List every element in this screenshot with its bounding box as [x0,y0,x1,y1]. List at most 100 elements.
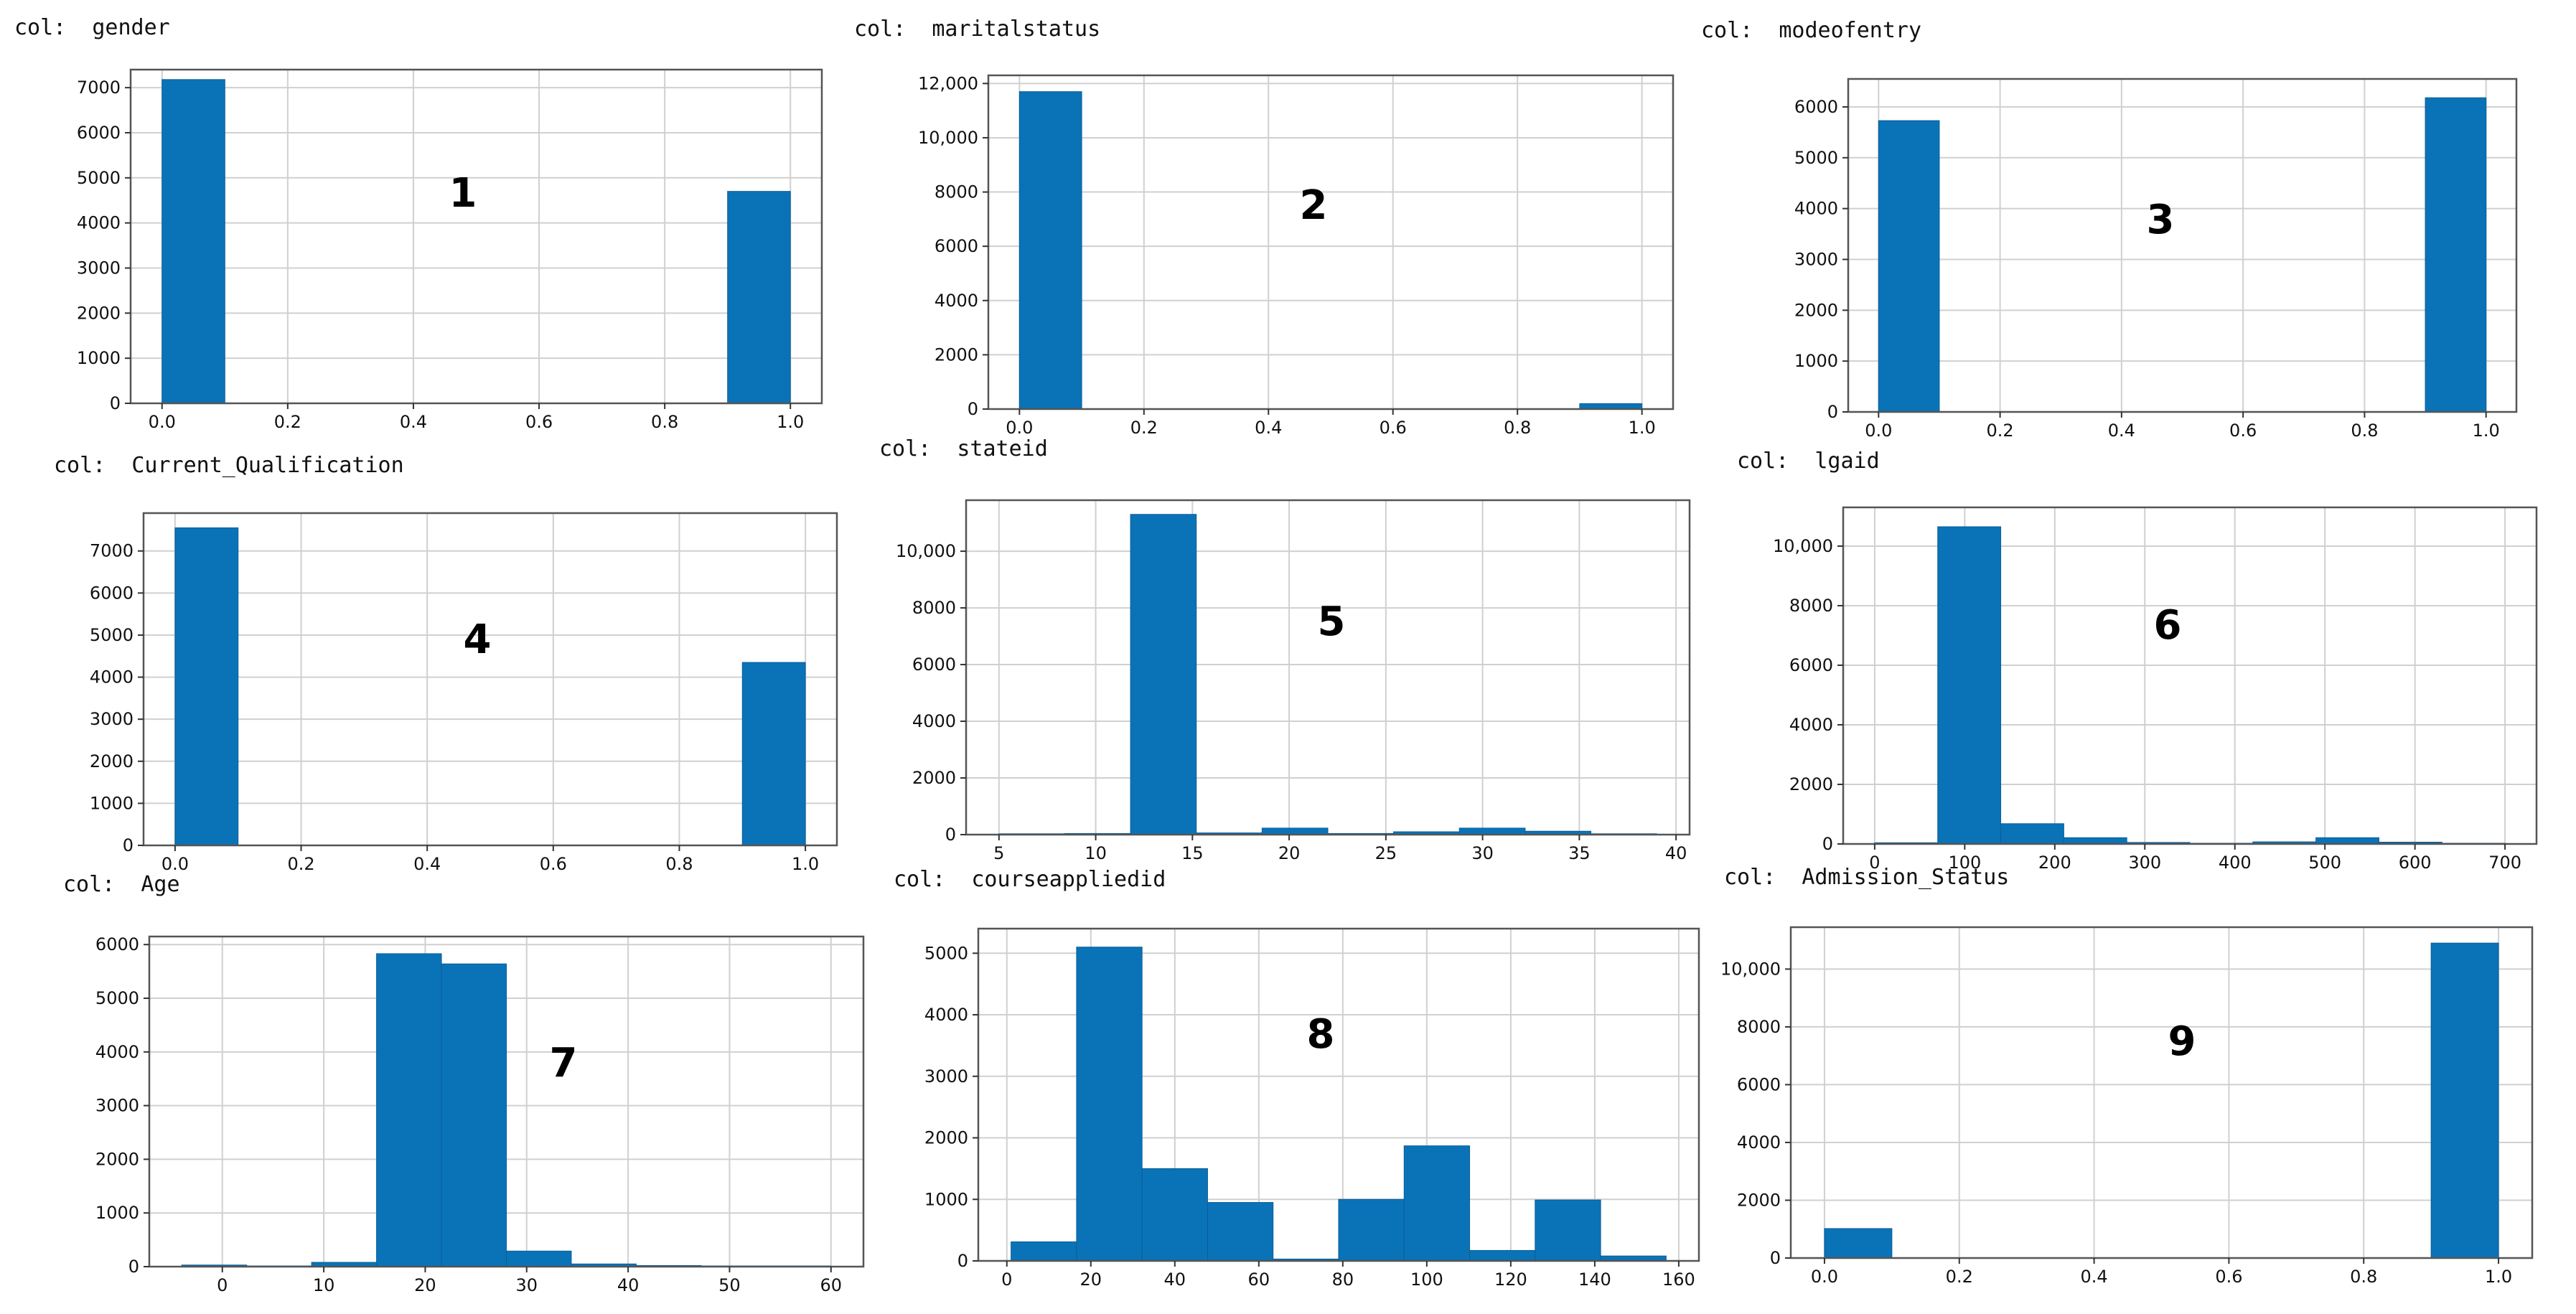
x-tick-label: 10 [313,1275,335,1295]
histogram-bar [1076,947,1143,1262]
plot-area [131,70,822,403]
panel-number: 1 [449,170,477,217]
x-tick-label: 100 [1948,853,1981,873]
y-tick-label: 0 [968,399,978,419]
x-tick-label: 0.6 [540,854,567,874]
x-tick-label: 600 [2399,853,2432,873]
x-tick-label: 160 [1662,1270,1695,1290]
x-tick-label: 60 [820,1275,842,1295]
histogram-bar [1207,1202,1274,1262]
chart-title: col: lgaid [1737,449,1880,474]
panel-number: 2 [1300,182,1328,229]
x-tick-label: 40 [617,1275,640,1295]
x-tick-label: 0.2 [287,854,314,874]
x-tick-label: 0.8 [1504,418,1531,438]
y-tick-label: 0 [123,835,134,855]
x-tick-label: 0.0 [1865,421,1892,441]
y-tick-label: 4000 [77,213,121,233]
histogram-bar [1261,827,1329,835]
x-tick-label: 0.2 [1130,418,1158,438]
y-tick-label: 0 [110,393,121,413]
x-tick-label: 0.8 [2350,1267,2377,1287]
y-tick-label: 5000 [90,625,134,645]
x-tick-label: 400 [2219,853,2252,873]
panel-number: 6 [2154,602,2182,649]
y-tick-label: 1000 [95,1203,139,1223]
y-tick-label: 12,000 [918,73,978,93]
y-tick-label: 7000 [90,541,134,561]
plot-frame [1842,506,2538,845]
y-tick-label: 2000 [912,768,956,788]
plot-frame [1847,78,2518,413]
x-tick-label: 20 [414,1275,436,1295]
y-tick-label: 8000 [912,598,956,618]
x-tick-label: 50 [718,1275,741,1295]
x-tick-label: 1.0 [2485,1267,2512,1287]
y-tick-label: 2000 [1789,774,1833,794]
y-tick-label: 0 [1822,834,1833,854]
x-tick-label: 1.0 [777,412,804,432]
y-tick-label: 3000 [77,258,121,278]
y-tick-label: 3000 [924,1066,968,1087]
chart-modeofentry: 0.0 0.2 0.4 0.6 0.8 1.0 0 1000 2000 3000 4000 5000 6… [1701,18,2518,441]
plot-frame [129,68,823,405]
y-tick-label: 1000 [1794,351,1838,371]
histogram-bar [441,963,507,1267]
y-tick-label: 6000 [1794,97,1838,117]
panel-number: 9 [2168,1018,2196,1065]
x-tick-label: 0.4 [2108,421,2135,441]
y-tick-label: 6000 [1789,655,1833,675]
chart-title: col: Admission_Status [1724,865,2009,890]
chart-lgaid: 0 100 200 300 400 500 600 700 0 2000 4000 6000 8000 1… [1737,449,2538,873]
y-tick-label: 1000 [924,1189,968,1209]
x-tick-label: 0.8 [665,854,693,874]
plot-area [1791,927,2532,1258]
y-tick-label: 4000 [935,291,978,311]
y-tick-label: 0 [957,1251,968,1271]
x-tick-label: 1.0 [2473,421,2500,441]
x-tick-label: 0 [217,1275,228,1295]
chart-admission-status: 0.0 0.2 0.4 0.6 0.8 1.0 0 2000 4000 6000 8000 10,00… [1720,865,2534,1287]
panel-number: 5 [1318,599,1346,645]
x-tick-label: 300 [2128,853,2161,873]
y-tick-label: 0 [128,1257,139,1277]
x-tick-label: 60 [1248,1270,1270,1290]
x-tick-label: 0.0 [1811,1267,1838,1287]
chart-courseappliedid: 0 20 40 60 80 100 120 140 160 0 1000 2000 3000 4000 50… [894,867,1700,1290]
y-tick-label: 0 [1770,1248,1781,1268]
histogram-bar [1403,1145,1471,1262]
x-tick-label: 30 [1471,843,1494,863]
x-tick-label: 0.6 [2229,421,2257,441]
y-tick-label: 5000 [924,943,968,963]
plot-area [144,513,837,845]
x-tick-label: 0.0 [161,854,189,874]
y-tick-label: 2000 [1794,300,1838,320]
x-tick-label: 700 [2488,853,2521,873]
y-tick-label: 2000 [95,1149,139,1169]
x-tick-label: 120 [1494,1270,1527,1290]
x-tick-label: 0.4 [400,412,427,432]
y-tick-label: 4000 [912,711,956,731]
y-tick-label: 1000 [90,793,134,813]
y-tick-label: 2000 [90,751,134,771]
histogram-bar [2425,97,2487,413]
y-tick-label: 0 [945,825,956,845]
plot-frame [1789,926,2534,1259]
x-tick-label: 0.2 [1987,421,2014,441]
histogram-bar [174,527,239,846]
x-tick-label: 0.2 [1946,1267,1973,1287]
x-tick-label: 0.6 [1380,418,1407,438]
x-tick-label: 0.4 [2081,1267,2108,1287]
histogram-bar [1130,514,1197,835]
y-tick-label: 8000 [1737,1017,1781,1037]
x-tick-label: 0.4 [413,854,441,874]
x-tick-label: 20 [1080,1270,1102,1290]
y-tick-label: 4000 [90,667,134,687]
plot-frame [987,74,1675,410]
y-tick-label: 3000 [95,1096,139,1116]
chart-title: col: Current_Qualification [54,453,404,478]
plot-area [988,75,1673,409]
x-tick-label: 15 [1181,843,1204,863]
y-tick-label: 4000 [1794,199,1838,219]
y-tick-label: 4000 [1737,1132,1781,1153]
